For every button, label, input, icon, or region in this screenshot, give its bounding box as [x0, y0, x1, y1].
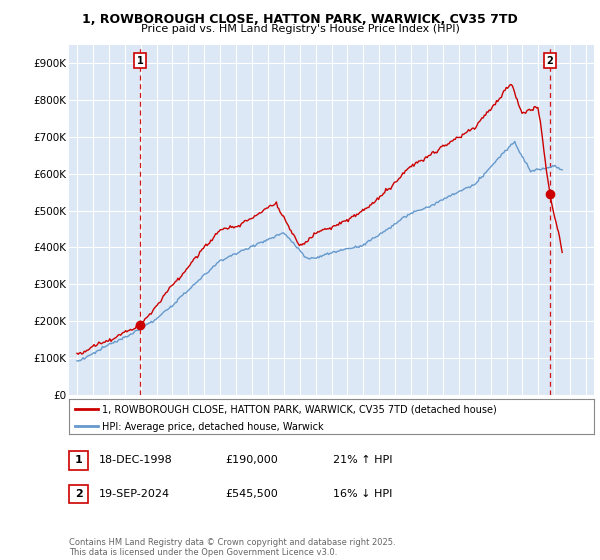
- Text: 16% ↓ HPI: 16% ↓ HPI: [333, 489, 392, 499]
- Text: 18-DEC-1998: 18-DEC-1998: [99, 455, 173, 465]
- Text: 2: 2: [75, 489, 82, 499]
- Text: 19-SEP-2024: 19-SEP-2024: [99, 489, 170, 499]
- Text: £190,000: £190,000: [225, 455, 278, 465]
- Text: Price paid vs. HM Land Registry's House Price Index (HPI): Price paid vs. HM Land Registry's House …: [140, 24, 460, 34]
- Text: 1, ROWBOROUGH CLOSE, HATTON PARK, WARWICK, CV35 7TD: 1, ROWBOROUGH CLOSE, HATTON PARK, WARWIC…: [82, 13, 518, 26]
- Text: HPI: Average price, detached house, Warwick: HPI: Average price, detached house, Warw…: [101, 422, 323, 432]
- Text: Contains HM Land Registry data © Crown copyright and database right 2025.
This d: Contains HM Land Registry data © Crown c…: [69, 538, 395, 557]
- Text: £545,500: £545,500: [225, 489, 278, 499]
- Text: 2: 2: [547, 55, 553, 66]
- Text: 21% ↑ HPI: 21% ↑ HPI: [333, 455, 392, 465]
- Text: 1: 1: [137, 55, 143, 66]
- Text: 1: 1: [75, 455, 82, 465]
- Text: 1, ROWBOROUGH CLOSE, HATTON PARK, WARWICK, CV35 7TD (detached house): 1, ROWBOROUGH CLOSE, HATTON PARK, WARWIC…: [101, 404, 496, 414]
